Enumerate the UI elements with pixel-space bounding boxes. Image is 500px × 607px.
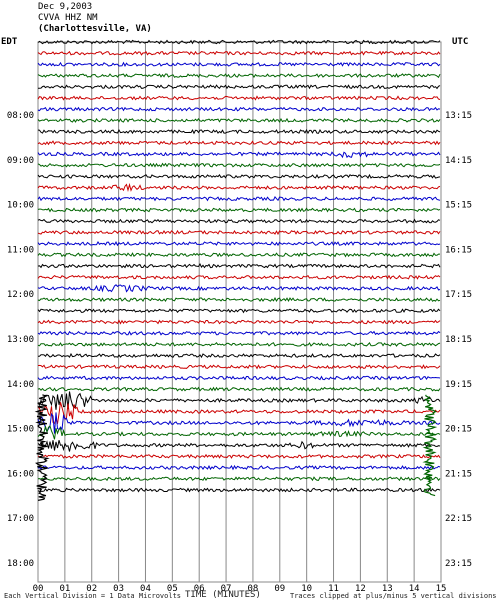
- left-tick-label: 14:00: [7, 380, 34, 390]
- trace-row: [37, 173, 441, 179]
- clipped-spike: [34, 394, 50, 501]
- trace-row: [37, 330, 441, 336]
- clipped-spike: [422, 394, 438, 497]
- trace-row: [37, 274, 441, 280]
- left-axis-label: EDT: [1, 37, 18, 47]
- trace-row: [37, 50, 441, 56]
- x-tick-label: 02: [86, 584, 97, 594]
- x-tick-label: 11: [328, 584, 339, 594]
- left-tick-label: 16:00: [7, 469, 34, 479]
- left-tick-label: 18:00: [7, 559, 34, 569]
- trace-row: [38, 352, 441, 359]
- trace-row: [37, 364, 441, 370]
- trace-row: [37, 73, 441, 79]
- footer-clip-note: Traces clipped at plus/minus 5 vertical …: [290, 592, 497, 600]
- right-tick-label: 23:15: [445, 559, 472, 569]
- trace-row: [37, 241, 441, 247]
- trace-row: [37, 297, 441, 303]
- trace-row: [37, 229, 441, 236]
- trace-row: [37, 95, 441, 101]
- trace-row: [37, 151, 441, 159]
- right-tick-label: 22:15: [445, 514, 472, 524]
- trace-row: [37, 487, 441, 493]
- x-tick-label: 13: [382, 584, 393, 594]
- x-tick-label: 12: [355, 584, 366, 594]
- trace-row: [37, 218, 441, 224]
- trace-row: [37, 39, 441, 45]
- right-tick-label: 20:15: [445, 425, 472, 435]
- station-code: CVVA HHZ NM: [38, 13, 98, 23]
- trace-row: [37, 464, 441, 471]
- trace-row: [37, 412, 441, 434]
- right-tick-label: 17:15: [445, 290, 472, 300]
- left-tick-label: 10:00: [7, 201, 34, 211]
- left-tick-label: 08:00: [7, 111, 34, 121]
- x-tick-label: 06: [194, 584, 205, 594]
- trace-row: [37, 476, 441, 482]
- x-tick-label: 15: [436, 584, 447, 594]
- right-tick-label: 13:15: [445, 111, 472, 121]
- x-tick-label: 03: [113, 584, 124, 594]
- trace-row: [37, 453, 441, 459]
- x-tick-label: 04: [140, 584, 151, 594]
- right-tick-label: 19:15: [445, 380, 472, 390]
- footer-scale-note: Each Vertical Division = 1 Data Microvol…: [4, 592, 182, 600]
- chart-date: Dec 9,2003: [38, 2, 93, 12]
- right-tick-label: 15:15: [445, 201, 472, 211]
- x-tick-label: 07: [221, 584, 232, 594]
- trace-row: [37, 140, 441, 146]
- x-tick-label: 00: [33, 584, 44, 594]
- x-tick-label: 08: [248, 584, 259, 594]
- x-axis-title: TIME (MINUTES): [185, 590, 261, 600]
- trace-row: [37, 207, 441, 213]
- trace-row: [37, 308, 441, 314]
- trace-row: [37, 284, 441, 293]
- left-tick-label: 11:00: [7, 245, 34, 255]
- trace-row: [37, 106, 441, 112]
- trace-row: [37, 128, 441, 135]
- right-tick-label: 16:15: [445, 245, 472, 255]
- trace-row: [37, 440, 441, 452]
- trace-row: [37, 424, 441, 440]
- left-tick-label: 09:00: [7, 156, 34, 166]
- x-tick-label: 10: [301, 584, 312, 594]
- left-tick-label: 15:00: [7, 425, 34, 435]
- trace-row: [37, 84, 441, 90]
- trace-row: [37, 319, 441, 325]
- right-tick-label: 21:15: [445, 469, 472, 479]
- trace-row: [37, 182, 441, 192]
- right-tick-label: 18:15: [445, 335, 472, 345]
- right-axis-label: UTC: [452, 37, 469, 47]
- x-tick-label: 09: [274, 584, 285, 594]
- trace-row: [37, 262, 441, 269]
- left-tick-label: 12:00: [7, 290, 34, 300]
- trace-row: [37, 375, 441, 381]
- x-tick-label: 14: [409, 584, 420, 594]
- trace-row: [37, 391, 441, 410]
- station-location: (Charlottesville, VA): [38, 24, 152, 34]
- trace-row: [37, 162, 441, 168]
- trace-row: [37, 61, 441, 67]
- trace-row: [37, 117, 441, 123]
- x-tick-label: 05: [167, 584, 178, 594]
- seismic-traces: [34, 39, 441, 501]
- right-tick-label: 14:15: [445, 156, 472, 166]
- tick-labels: 08:00 09:00 10:00 11:00 12:00 13:00 14:00 15:00…: [7, 111, 472, 594]
- trace-row: [37, 195, 441, 202]
- x-tick-label: 01: [59, 584, 70, 594]
- trace-row: [37, 386, 441, 392]
- trace-row: [37, 402, 441, 425]
- trace-row: [37, 342, 441, 347]
- trace-row: [37, 252, 440, 258]
- left-tick-label: 13:00: [7, 335, 34, 345]
- left-tick-label: 17:00: [7, 514, 34, 524]
